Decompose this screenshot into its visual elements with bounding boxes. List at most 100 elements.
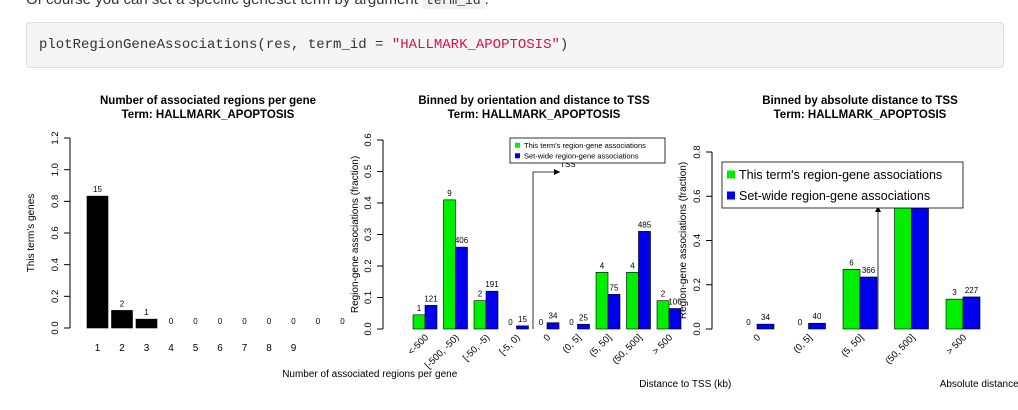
legend-box	[509, 137, 666, 164]
intro-part: .	[485, 0, 489, 8]
bar	[455, 246, 468, 330]
value-label: 0	[218, 317, 223, 326]
value-label: 34	[549, 312, 558, 321]
inline-code: term_id	[422, 0, 485, 9]
x-tick-label: (50, 500]	[883, 332, 917, 366]
chart-title: Binned by absolute distance to TSS	[762, 95, 958, 107]
x-tick-label: 0	[752, 332, 764, 344]
y-tick-label: 0.4	[363, 196, 374, 209]
y-tick-label: 0.3	[363, 228, 374, 241]
value-label: 1	[144, 308, 149, 317]
code-block: plotRegionGeneAssociations(res, term_id …	[26, 22, 1004, 68]
y-tick-label: 0.8	[50, 195, 61, 208]
value-label: 0	[508, 318, 513, 327]
value-label: 0	[340, 317, 345, 326]
bar	[485, 290, 499, 330]
value-label: 366	[862, 266, 876, 275]
annotation: TSS	[560, 160, 576, 169]
bar	[962, 296, 981, 330]
x-tick-label: (5, 50]	[839, 332, 866, 359]
value-label: 4	[630, 261, 635, 270]
y-tick-label: 0.0	[692, 322, 703, 335]
x-tick-label: [-50, -5)	[461, 332, 492, 363]
y-tick-label: 0.0	[50, 321, 61, 334]
x-tick-label: 2	[119, 343, 125, 354]
legend-label: This term's region-gene associations	[524, 141, 646, 150]
value-label: 2	[120, 299, 125, 308]
y-tick-label: 0.2	[692, 278, 703, 291]
y-tick-label: 0.0	[363, 322, 374, 335]
legend-label: This term's region-gene associations	[739, 168, 942, 182]
value-label: 227	[965, 286, 979, 295]
legend-swatch	[515, 142, 520, 148]
bar	[473, 300, 487, 330]
x-tick-label: 1	[95, 343, 101, 354]
bar	[638, 231, 651, 330]
value-label: 0	[746, 318, 751, 327]
bar	[412, 314, 426, 330]
legend-swatch	[515, 153, 520, 159]
bar	[546, 322, 560, 330]
legend-box	[721, 161, 964, 209]
bar	[859, 276, 878, 330]
value-label: 0	[316, 317, 321, 326]
y-tick-label: 0.2	[50, 290, 61, 303]
legend-label: Set-wide region-gene associations	[739, 189, 930, 203]
code-part: plotRegionGeneAssociations(res, term_id …	[39, 37, 392, 53]
y-axis-label: This term's genes	[26, 194, 37, 273]
arrow-head	[875, 206, 881, 212]
bar	[911, 202, 929, 330]
value-label: 1	[417, 304, 422, 313]
code-string: "HALLMARK_APOPTOSIS"	[391, 37, 560, 53]
x-tick-label: > 500	[650, 332, 675, 357]
code-part: )	[559, 37, 569, 53]
x-tick-label: (0, 5]	[561, 332, 584, 355]
value-label: 0	[193, 317, 198, 326]
x-tick-label: 5	[193, 343, 199, 354]
arrow-head	[554, 169, 560, 175]
x-tick-label: > 500	[944, 332, 969, 357]
bar	[894, 198, 912, 330]
chart-title: Term: HALLMARK_APOPTOSIS	[122, 109, 295, 121]
intro-text: Of course you can set a specific geneset…	[26, 0, 489, 9]
y-axis-label: Region-gene associations (fraction)	[350, 156, 361, 313]
bar	[808, 322, 826, 330]
x-tick-label: [-5, 0)	[497, 332, 522, 357]
x-axis-label: Absolute distance to TSS (kb)	[940, 379, 1018, 390]
bar	[86, 195, 109, 329]
x-tick-label: 6	[217, 343, 223, 354]
x-tick-label: 3	[144, 343, 150, 354]
x-tick-label: 9	[291, 343, 297, 354]
value-label: 9	[447, 189, 452, 198]
x-tick-label: (5, 50]	[587, 332, 614, 359]
bar	[842, 268, 861, 330]
value-label: 75	[610, 283, 619, 292]
x-axis-label: Number of associated regions per gene	[282, 369, 458, 380]
y-tick-label: 0.5	[363, 165, 374, 178]
y-tick-label: 1.0	[50, 163, 61, 176]
y-axis-label: Region-gene associations (fraction)	[678, 162, 689, 319]
legend-label: Set-wide region-gene associations	[524, 151, 639, 160]
y-tick-label: 0.4	[50, 258, 61, 271]
x-tick-label: 7	[242, 343, 248, 354]
value-label: 34	[761, 313, 770, 322]
value-label: 0	[169, 317, 174, 326]
value-label: 106	[668, 298, 682, 307]
bar	[668, 308, 682, 330]
value-label: 2	[478, 290, 483, 299]
value-label: 15	[518, 315, 527, 324]
value-label: 2	[661, 290, 666, 299]
chart-title: Binned by orientation and distance to TS…	[418, 95, 650, 107]
tss-arrow	[532, 171, 560, 329]
y-tick-label: 1.2	[50, 131, 61, 144]
chart-title: Term: HALLMARK_APOPTOSIS	[448, 109, 621, 121]
value-label: 0	[798, 318, 803, 327]
value-label: 0	[242, 317, 247, 326]
bar	[626, 271, 639, 330]
bar	[595, 271, 609, 330]
intro-part: Of course you can set a specific geneset…	[26, 0, 422, 8]
bar	[443, 199, 456, 330]
bar	[424, 305, 438, 330]
